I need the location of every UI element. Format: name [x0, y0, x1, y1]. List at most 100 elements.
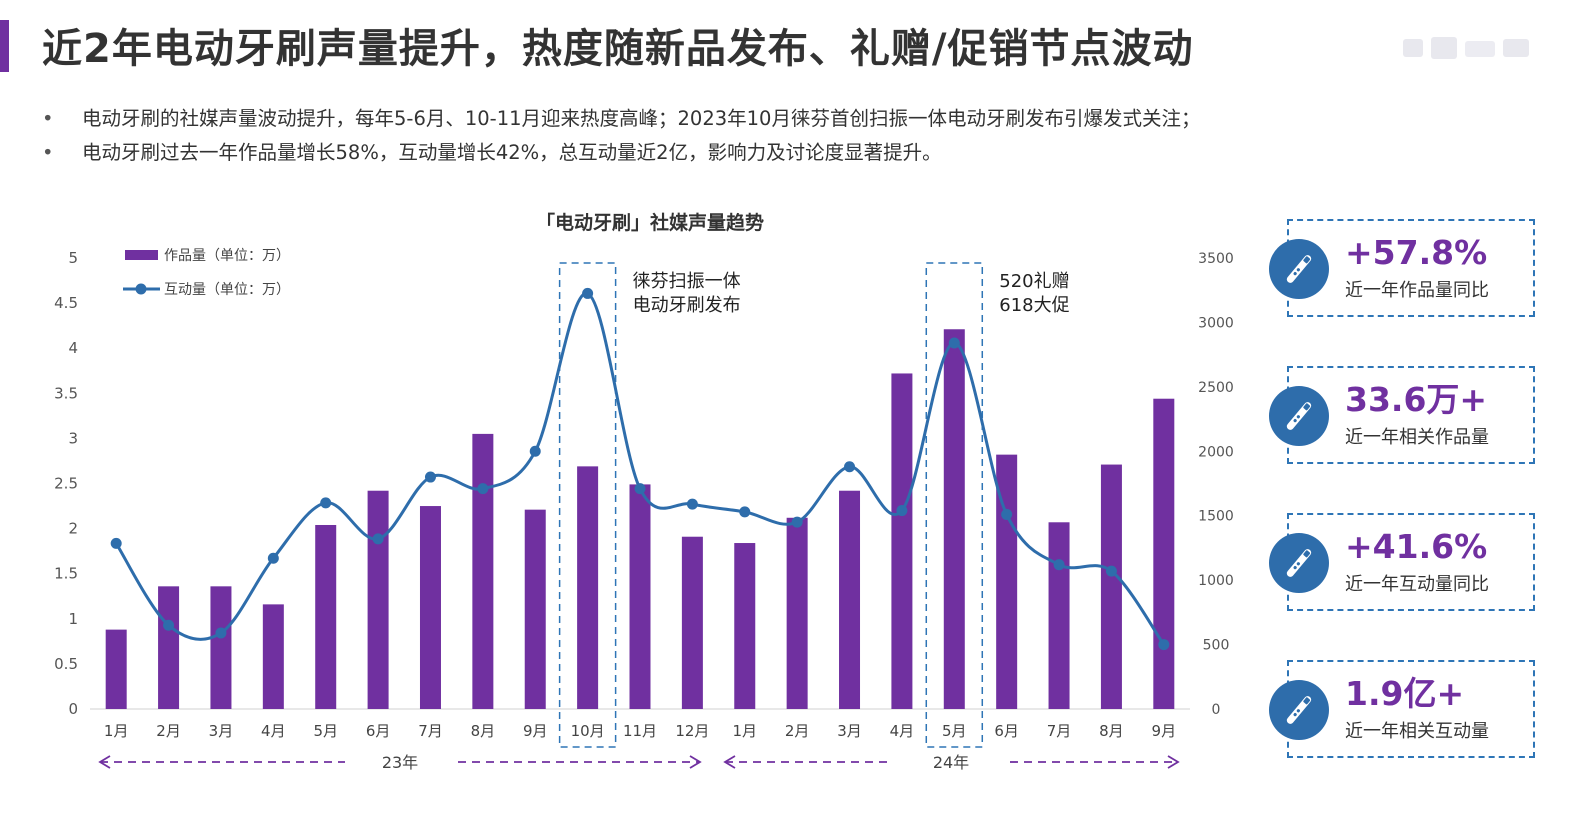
- electric-toothbrush-icon: [1269, 533, 1329, 593]
- bar: [1048, 522, 1070, 709]
- y-right-tick-label: 1500: [1198, 509, 1234, 525]
- x-tick-label: 1月: [732, 722, 757, 740]
- line-point: [477, 483, 489, 495]
- y-left-tick-label: 5: [68, 249, 78, 267]
- bar: [315, 524, 337, 709]
- year-label: 23年: [382, 753, 418, 772]
- y-left-tick-label: 0: [68, 700, 78, 718]
- page-title: 近2年电动牙刷声量提升，热度随新品发布、礼赠/促销节点波动: [42, 26, 1194, 72]
- bar: [681, 536, 703, 709]
- electric-toothbrush-icon: [1269, 680, 1329, 740]
- x-tick-label: 2月: [156, 722, 181, 740]
- annotation-box: [558, 262, 617, 748]
- arrow-head-left: [723, 755, 736, 769]
- x-tick-label: 8月: [1099, 722, 1124, 740]
- x-tick-label: 6月: [366, 722, 391, 740]
- chart-title: 「电动牙刷」社媒声量趋势: [536, 211, 764, 234]
- kpi-label: 近一年作品量同比: [1345, 280, 1489, 301]
- bar: [524, 509, 546, 709]
- arrow-head-right: [689, 755, 702, 769]
- bullet-item: 电动牙刷过去一年作品量增长58%，互动量增长42%，总互动量近2亿，影响力及讨论…: [40, 136, 1200, 170]
- y-right-tick-label: 2000: [1198, 444, 1234, 460]
- y-left-tick-label: 2: [68, 520, 78, 538]
- bar: [105, 629, 127, 709]
- legend-line-label: 互动量（单位：万）: [164, 282, 290, 298]
- y-right-tick-label: 3500: [1198, 251, 1234, 267]
- kpi-value: +41.6%: [1345, 527, 1488, 566]
- line-point: [634, 483, 646, 495]
- y-right-tick-label: 500: [1203, 638, 1230, 654]
- bar: [943, 329, 965, 709]
- bar: [786, 517, 808, 709]
- electric-toothbrush-icon: [1269, 239, 1329, 299]
- kpi-value: +57.8%: [1345, 233, 1488, 272]
- annotation-text: 520礼赠: [999, 271, 1069, 292]
- line-point: [163, 619, 175, 631]
- annotation-text: 电动牙刷发布: [633, 295, 741, 316]
- legend-bar-label: 作品量（单位：万）: [164, 248, 290, 264]
- bar: [577, 466, 599, 709]
- line-point: [110, 537, 122, 549]
- kpi-card: 33.6万+ 近一年相关作品量: [1269, 366, 1535, 464]
- legend-line-marker: [135, 283, 147, 295]
- kpi-label: 近一年相关作品量: [1345, 427, 1489, 448]
- y-right-tick-label: 0: [1212, 702, 1221, 718]
- x-tick-label: 3月: [209, 722, 234, 740]
- y-left-tick-label: 0.5: [54, 655, 78, 673]
- bar: [367, 490, 389, 709]
- kpi-value: 33.6万+: [1345, 380, 1488, 419]
- y-right-tick-label: 3000: [1198, 315, 1234, 331]
- bar: [1100, 464, 1122, 709]
- kpi-label: 近一年互动量同比: [1345, 574, 1489, 595]
- bar: [419, 506, 441, 709]
- kpi-label: 近一年相关互动量: [1345, 721, 1489, 742]
- line-point: [320, 497, 332, 509]
- bar: [210, 586, 232, 709]
- line-point: [582, 287, 594, 299]
- annotation-text: 徕芬扫振一体: [633, 271, 741, 292]
- kpi-card: 1.9亿+ 近一年相关互动量: [1269, 660, 1535, 758]
- annotation-text: 618大促: [999, 295, 1069, 316]
- x-tick-label: 3月: [837, 722, 862, 740]
- year-label: 24年: [933, 753, 969, 772]
- x-tick-label: 12月: [675, 722, 709, 740]
- x-tick-label: 5月: [942, 722, 967, 740]
- x-tick-label: 9月: [523, 722, 548, 740]
- y-left-tick-label: 4.5: [54, 294, 78, 312]
- electric-toothbrush-icon: [1269, 386, 1329, 446]
- legend-bar-swatch: [125, 250, 158, 260]
- x-tick-label: 6月: [994, 722, 1019, 740]
- line-point: [896, 505, 908, 517]
- x-tick-label: 7月: [1047, 722, 1072, 740]
- x-tick-label: 4月: [261, 722, 286, 740]
- x-tick-label: 9月: [1152, 722, 1177, 740]
- bar: [734, 543, 756, 709]
- y-left-tick-label: 3: [68, 429, 78, 447]
- x-tick-label: 8月: [471, 722, 496, 740]
- line-point: [948, 337, 960, 349]
- line-point: [529, 445, 541, 457]
- x-tick-label: 5月: [313, 722, 338, 740]
- kpi-card: +57.8% 近一年作品量同比: [1269, 219, 1535, 317]
- line-point: [1053, 559, 1065, 571]
- line-point: [1001, 508, 1013, 520]
- title-accent-bar: [0, 20, 9, 72]
- arrow-head-right: [1167, 755, 1180, 769]
- y-left-tick-label: 2.5: [54, 475, 78, 493]
- x-tick-label: 4月: [890, 722, 915, 740]
- line-point: [1105, 565, 1117, 577]
- annotation-box: [925, 262, 984, 748]
- x-tick-label: 1月: [104, 722, 129, 740]
- kpi-card: +41.6% 近一年互动量同比: [1269, 513, 1535, 611]
- bar: [262, 604, 284, 709]
- y-left-tick-label: 3.5: [54, 384, 78, 402]
- line-point: [739, 506, 751, 518]
- arrow-head-left: [98, 755, 111, 769]
- x-tick-label: 10月: [571, 722, 605, 740]
- bar: [1153, 398, 1175, 709]
- x-tick-label: 7月: [418, 722, 443, 740]
- bar: [629, 484, 651, 709]
- line-point: [372, 533, 384, 545]
- line-point: [215, 627, 227, 639]
- bar: [472, 433, 494, 709]
